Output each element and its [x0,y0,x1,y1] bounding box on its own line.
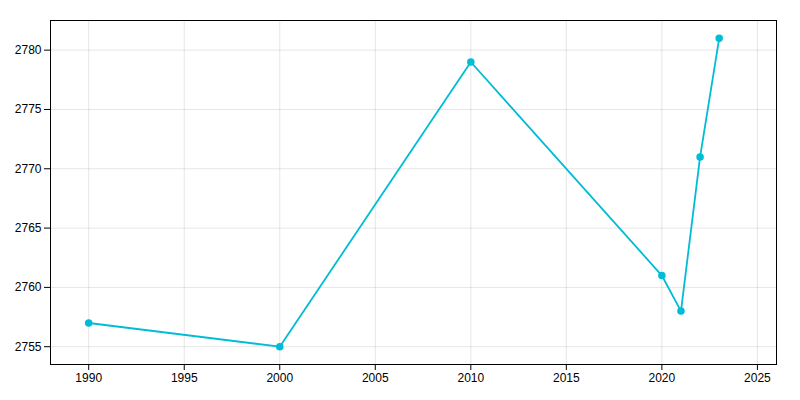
svg-text:2755: 2755 [15,340,42,354]
svg-text:1990: 1990 [75,371,102,385]
svg-text:2005: 2005 [362,371,389,385]
svg-text:2000: 2000 [266,371,293,385]
svg-text:2025: 2025 [744,371,771,385]
svg-text:2760: 2760 [15,280,42,294]
svg-text:1995: 1995 [171,371,198,385]
svg-text:2770: 2770 [15,162,42,176]
svg-text:2780: 2780 [15,43,42,57]
svg-text:2020: 2020 [649,371,676,385]
svg-text:2015: 2015 [553,371,580,385]
svg-text:2010: 2010 [457,371,484,385]
svg-text:2775: 2775 [15,102,42,116]
svg-text:2765: 2765 [15,221,42,235]
